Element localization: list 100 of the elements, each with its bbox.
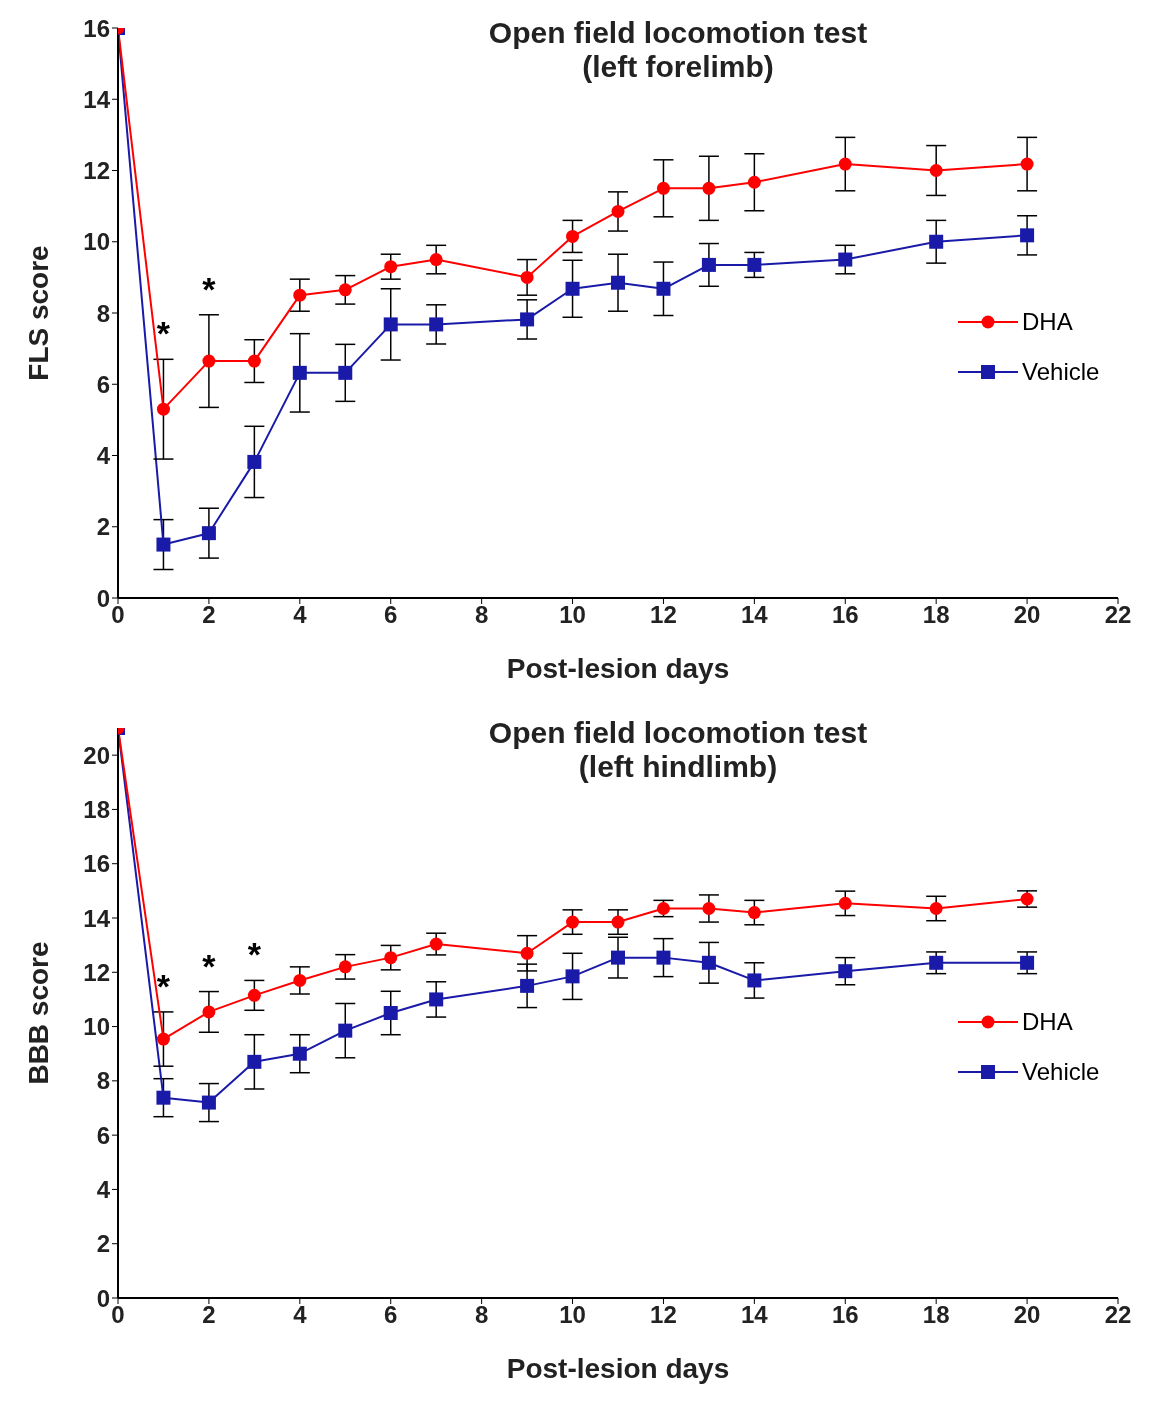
point [701,955,716,970]
point [565,969,580,984]
x-tick-label: 14 [741,601,769,629]
x-tick-label: 10 [559,601,586,629]
y-tick-label: 8 [96,299,110,327]
x-tick-label: 12 [650,1301,677,1329]
y-tick-label: 6 [96,1121,110,1149]
x-tick-label: 22 [1104,1301,1132,1329]
x-axis-title: Post-lesion days [506,653,730,684]
y-tick-label: 0 [96,584,110,612]
point [201,1095,216,1110]
legend-label: Vehicle [1022,1058,1100,1086]
point [611,275,625,290]
point [384,951,398,965]
point [156,1032,170,1046]
y-tick-label: 14 [83,85,111,113]
point [429,253,443,267]
point [383,1006,398,1020]
y-tick-label: 10 [83,228,110,256]
point [202,354,216,368]
x-tick-label: 18 [922,601,950,629]
point [1020,228,1035,243]
point [611,915,625,929]
point [565,281,580,296]
point [838,896,852,910]
x-tick-label: 14 [741,1301,769,1329]
legend-label: Vehicle [1022,358,1100,386]
point [929,902,943,915]
point [156,537,171,552]
point [656,281,671,296]
point [747,175,761,189]
x-tick-label: 8 [474,601,489,629]
point [156,1090,171,1105]
legend-label: DHA [1022,1008,1073,1036]
y-tick-label: 18 [83,795,110,823]
point [656,181,670,195]
point [292,1046,307,1061]
x-tick-label: 22 [1104,601,1132,629]
point [201,526,216,541]
point [838,964,853,979]
annotation: * [156,966,171,1005]
point [929,234,944,249]
chart-title: Open field locomotion test (left forelimb) [487,16,869,84]
point [838,252,853,267]
chart-title: Open field locomotion test (left hindlimb) [487,716,869,784]
point [338,283,352,297]
point [929,164,943,177]
point [520,312,535,327]
y-axis-title: FLS score [22,245,54,381]
point [656,950,671,965]
y-tick-label: 16 [83,850,110,878]
x-tick-label: 20 [1013,601,1041,629]
point [202,1005,216,1019]
x-tick-label: 6 [384,601,398,629]
legend-label: DHA [1022,308,1073,336]
point [656,902,670,915]
x-tick-label: 20 [1013,1301,1041,1329]
annotation: * [247,935,262,974]
annotation: * [202,946,217,985]
x-tick-label: 10 [559,1301,586,1329]
y-tick-label: 4 [96,1175,111,1203]
y-tick-label: 6 [96,370,110,398]
annotation: * [202,269,217,308]
point [701,257,716,272]
point [929,955,944,970]
point [520,978,535,993]
point [1020,955,1035,970]
x-tick-label: 4 [293,601,308,629]
y-tick-label: 16 [83,14,110,42]
point [429,937,443,951]
y-tick-label: 4 [96,442,111,470]
point [429,317,444,332]
point [383,317,398,332]
x-tick-label: 4 [293,1301,308,1329]
y-tick-label: 0 [96,1284,110,1312]
point [566,229,580,243]
point [611,950,625,965]
y-tick-label: 10 [83,1013,110,1041]
point [1020,892,1034,906]
point [247,354,261,368]
point [702,181,716,195]
point [520,270,534,284]
x-tick-label: 18 [922,1301,950,1329]
point [747,906,761,920]
point [247,1054,262,1069]
y-tick-label: 14 [83,904,111,932]
point [247,988,261,1002]
y-tick-label: 2 [96,1230,110,1258]
x-tick-label: 12 [650,601,677,629]
point [566,915,580,929]
x-axis-title: Post-lesion days [506,1353,730,1384]
point [838,157,852,171]
point [292,365,307,380]
point [156,402,170,416]
y-tick-label: 20 [83,741,110,769]
point [338,960,352,974]
x-tick-label: 16 [831,601,859,629]
point [293,973,307,987]
x-tick-label: 6 [384,1301,398,1329]
x-tick-label: 16 [831,1301,859,1329]
